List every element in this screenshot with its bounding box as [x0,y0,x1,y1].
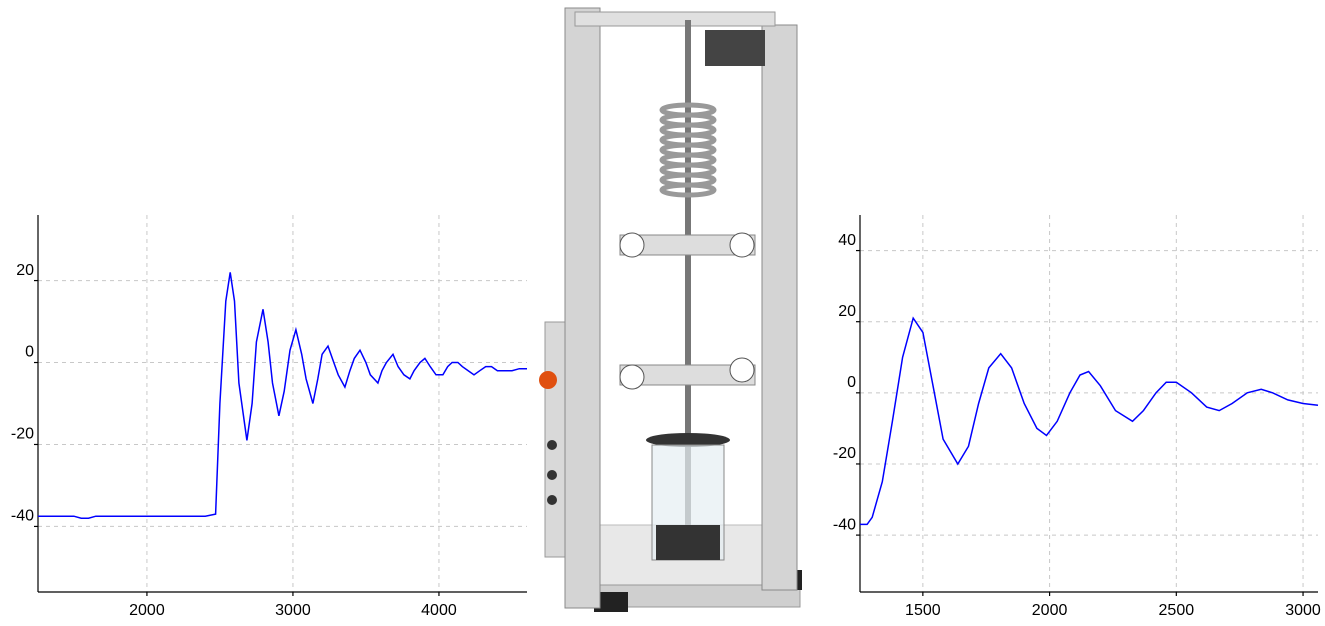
y-tick-label: -20 [11,426,34,443]
data-line [38,272,527,519]
y-tick-label: -40 [833,516,856,533]
x-tick-label: 3000 [1285,602,1321,619]
switch [547,440,557,450]
post-right [761,24,798,591]
y-tick-label: -20 [833,445,856,462]
y-tick-label: -40 [11,508,34,525]
switch [547,470,557,480]
roller [619,364,645,390]
roller [619,232,645,258]
red-knob [539,371,557,389]
damper-disc [646,433,730,447]
y-tick-label: 20 [16,262,34,279]
spring [659,102,717,198]
x-tick-label: 2000 [129,602,165,619]
apparatus-photo [539,7,802,612]
x-tick-label: 1500 [905,602,941,619]
x-tick-label: 3000 [275,602,311,619]
y-tick-label: 20 [838,303,856,320]
sensor [705,30,765,66]
y-tick-label: 0 [25,344,34,361]
y-tick-label: 40 [838,232,856,249]
post-left [564,7,601,609]
x-tick-label: 2500 [1159,602,1195,619]
roller [729,357,755,383]
y-tick-label: 0 [847,374,856,391]
x-tick-label: 4000 [421,602,457,619]
data-line [860,316,1319,526]
foot [594,592,628,612]
switch [547,495,557,505]
x-tick-label: 2000 [1032,602,1068,619]
roller [729,232,755,258]
cylinder-base [656,525,720,560]
top-bar [574,11,776,27]
